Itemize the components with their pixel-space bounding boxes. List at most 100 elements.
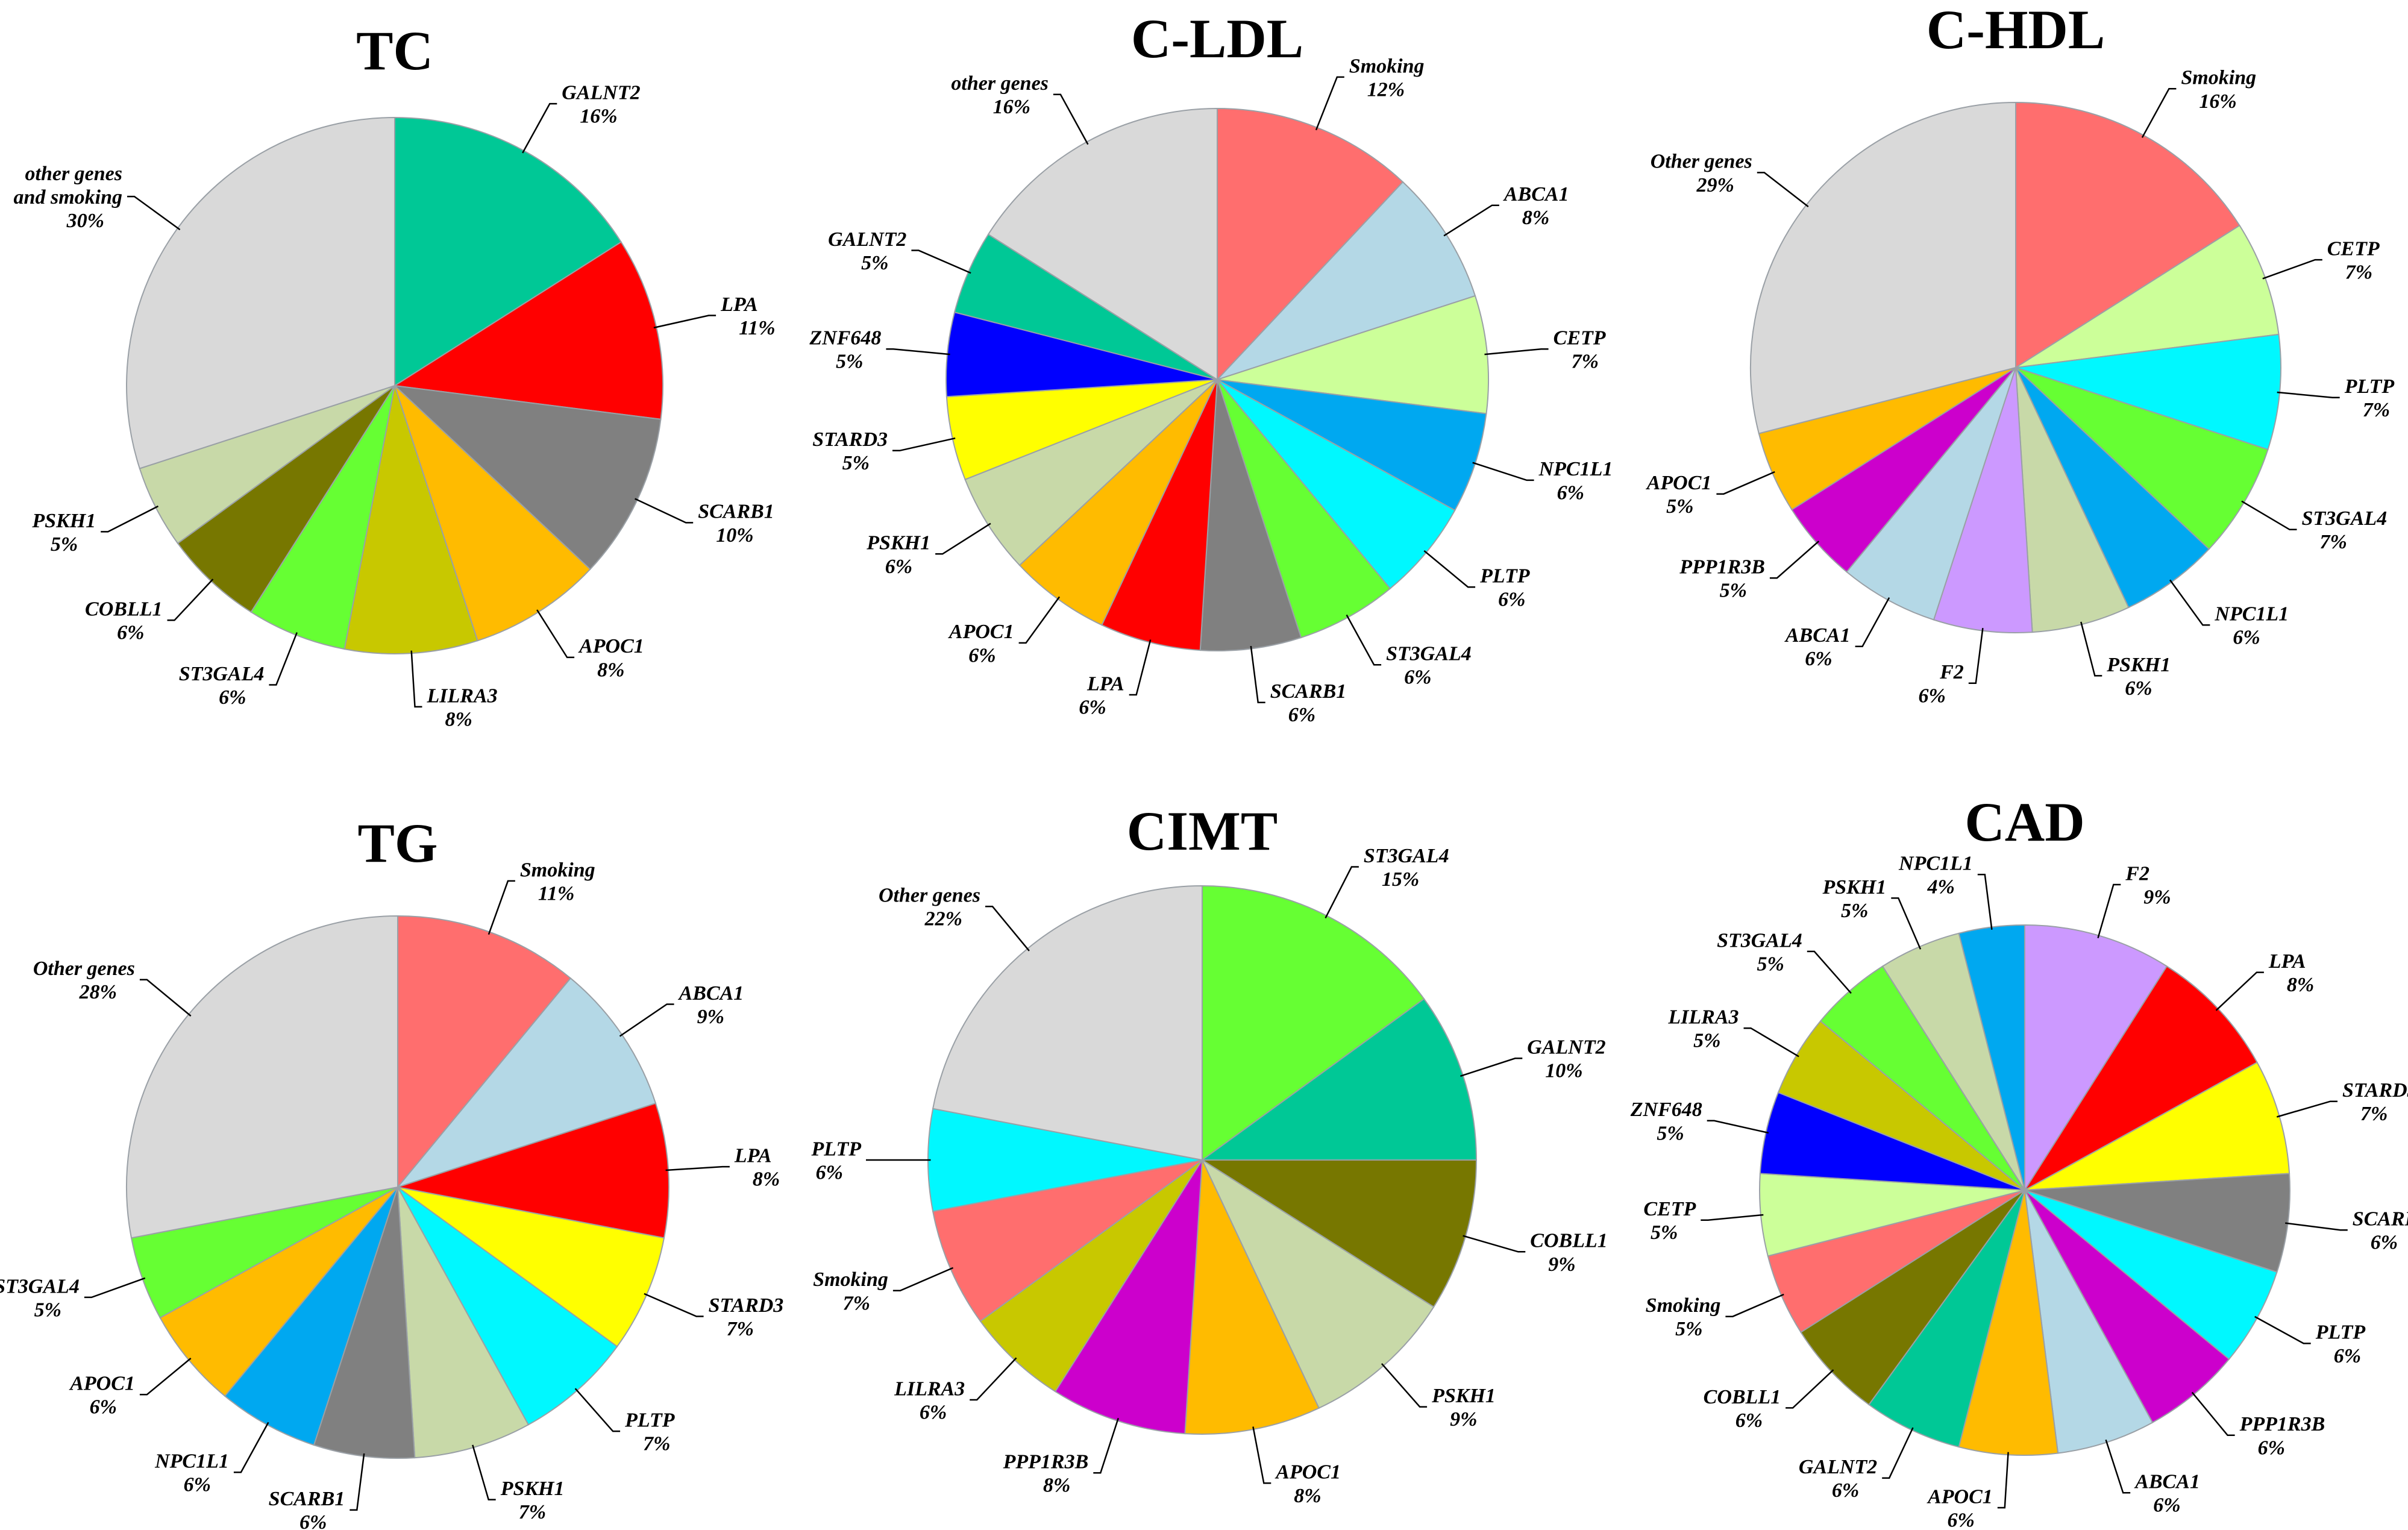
leader-line <box>1997 1452 2009 1509</box>
slice-name: PLTP <box>1479 565 1530 588</box>
slice-percent: 5% <box>1720 580 1747 602</box>
slice-name: other genes <box>951 72 1049 95</box>
leader-line <box>488 880 515 935</box>
slice-label: ST3GAL4 5% <box>1717 929 1802 975</box>
leader-line <box>653 315 716 329</box>
slice-label: GALNT2 10% <box>1527 1036 1605 1082</box>
slice-label: PSKH1 9% <box>1431 1385 1496 1431</box>
leader-line <box>619 1003 674 1037</box>
slice-label: LPA 11% <box>720 293 775 339</box>
chart-title: TG <box>358 812 438 874</box>
leader-line <box>522 102 557 154</box>
slice-label: LPA 8% <box>2268 950 2314 996</box>
slice-percent: 7% <box>1572 351 1599 373</box>
slice-percent: 29% <box>1696 174 1734 196</box>
leader-line <box>635 498 694 524</box>
leader-line <box>1250 645 1265 703</box>
slice-name: PPP1R3B <box>1003 1451 1089 1473</box>
slice-label: NPC1L1 6% <box>2214 603 2289 649</box>
leader-line <box>1443 204 1499 237</box>
slice-label: other genes 16% <box>951 72 1049 118</box>
slice-name: CETP <box>2327 238 2380 260</box>
slice-label: COBLL1 9% <box>1530 1230 1607 1276</box>
slice-name: PLTP <box>2315 1322 2366 1344</box>
slice-label: GALNT2 5% <box>828 228 906 274</box>
slice-label: LPA 8% <box>734 1144 780 1190</box>
slice-name: PSKH1 <box>31 510 96 532</box>
slice-label: NPC1L1 4% <box>1898 853 1973 898</box>
slice-percent: 8% <box>753 1168 780 1191</box>
slice-name: ZNF648 <box>1630 1099 1702 1121</box>
slice-percent: 8% <box>597 659 624 681</box>
slice-label: ABCA1 6% <box>2134 1471 2200 1517</box>
slice-name: GALNT2 <box>562 81 640 104</box>
slice-name: COBLL1 <box>1530 1230 1607 1252</box>
leader-line <box>2105 1439 2131 1494</box>
slice-name: NPC1L1 <box>1538 458 1613 480</box>
leader-line <box>2262 259 2322 280</box>
slice-label: COBLL1 6% <box>85 598 162 644</box>
slice-percent: 6% <box>299 1511 327 1530</box>
slice-percent: 9% <box>1548 1253 1575 1276</box>
slice-label: APOC1 8% <box>1275 1461 1341 1507</box>
slice-label: APOC1 6% <box>948 621 1014 666</box>
slice-name: APOC1 <box>948 621 1014 643</box>
slice-name: SCARB1 <box>269 1488 345 1510</box>
slice-percent: 7% <box>519 1501 546 1523</box>
slice-label: LILRA3 5% <box>1667 1006 1739 1052</box>
leader-line <box>2277 391 2340 398</box>
leader-line <box>233 1422 269 1473</box>
leader-line <box>1346 614 1382 666</box>
slice-label: SCARB1 10% <box>698 501 774 547</box>
slice-name: NPC1L1 <box>2214 603 2289 625</box>
slice-percent: 8% <box>2287 974 2314 996</box>
slice-name: PLTP <box>2344 375 2395 398</box>
slice-percent: 5% <box>861 252 888 274</box>
slice-name: Other genes <box>879 885 980 907</box>
slice-name: Other genes <box>33 958 135 980</box>
chart-title: C-HDL <box>1927 0 2105 60</box>
slice-label: LILRA3 6% <box>894 1378 965 1423</box>
slice-label: APOC1 6% <box>1927 1485 1993 1530</box>
slice-name: APOC1 <box>578 635 644 657</box>
slice-name: Smoking <box>520 859 595 881</box>
slice-label: Smoking 7% <box>813 1268 888 1314</box>
leader-line <box>2080 621 2102 677</box>
leader-line <box>935 522 991 555</box>
slice-name: PSKH1 <box>1431 1385 1496 1407</box>
slice-percent: 6% <box>2233 627 2260 649</box>
slice-percent: 6% <box>1404 666 1431 689</box>
slice-name: LILRA3 <box>427 685 498 707</box>
slice-percent: 16% <box>2199 90 2236 113</box>
slice-label: Other genes 22% <box>879 885 980 930</box>
leader-line <box>2254 1315 2311 1344</box>
slice-label: Other genes 28% <box>33 958 135 1003</box>
leader-line <box>1891 897 1922 950</box>
slice-name: PSKH1 <box>2106 654 2171 676</box>
slice-name: PSKH1 <box>1822 876 1886 898</box>
slice-percent: 16% <box>580 105 617 128</box>
slice-percent: 6% <box>117 622 144 644</box>
slice-label: STARD3 5% <box>812 428 888 474</box>
slice-name: GALNT2 <box>1799 1456 1877 1478</box>
slice-percent: 30% <box>66 210 104 232</box>
slice-label: PSKH1 6% <box>866 532 930 578</box>
leader-line <box>1786 1369 1834 1409</box>
slice-label: COBLL1 6% <box>1704 1386 1781 1432</box>
slice-name: ZNF648 <box>809 327 881 350</box>
slice-name: LPA <box>734 1144 772 1167</box>
slice-name: CETP <box>1554 327 1606 350</box>
slice-percent: 11% <box>538 882 574 905</box>
slice-name: APOC1 <box>1927 1485 1993 1508</box>
slice-name: Smoking <box>1349 55 1425 77</box>
leader-line <box>1769 541 1820 579</box>
slice-name: ABCA1 <box>1784 624 1851 647</box>
slice-label: ST3GAL4 6% <box>1386 643 1472 689</box>
slice-name: Smoking <box>2181 67 2256 89</box>
leader-line <box>2285 1222 2348 1231</box>
slice-label: LILRA3 8% <box>427 685 498 730</box>
slice-percent: 9% <box>2143 886 2171 908</box>
